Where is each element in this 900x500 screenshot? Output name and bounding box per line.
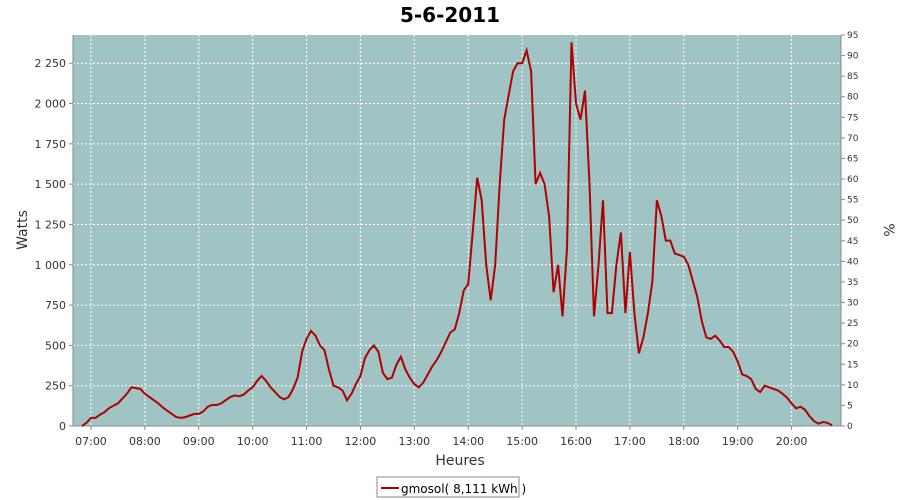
y2-tick-label: 55 [847,196,858,206]
y2-tick-label: 90 [847,52,859,62]
x-tick-label: 19:00 [722,435,754,448]
y-axis-label: Watts [15,210,31,250]
chart-title: 5-6-2011 [400,3,500,27]
y-tick-label: 750 [45,299,66,312]
legend-entry: gmosol( 8,111 kWh ) [401,482,526,496]
y2-tick-label: 95 [847,31,858,41]
x-tick-label: 12:00 [345,435,377,448]
y2-tick-label: 0 [847,422,853,432]
y-tick-label: 1 250 [35,218,67,231]
y2-tick-label: 20 [847,340,859,350]
y2-tick-label: 50 [847,216,859,226]
y2-tick-label: 15 [847,360,858,370]
y2-tick-label: 75 [847,113,858,123]
legend: gmosol( 8,111 kWh ) [376,476,526,498]
y-tick-label: 250 [45,380,66,393]
y-tick-label: 2 000 [35,98,67,111]
y2-tick-label: 70 [847,134,859,144]
x-tick-label: 13:00 [398,435,430,448]
plot-area [73,35,841,426]
y2-tick-label: 85 [847,72,858,82]
y2-tick-label: 80 [847,93,859,103]
y-tick-label: 0 [59,420,66,433]
y2-tick-label: 5 [847,401,853,411]
tick-labels: 07:00 08:00 09:00 10:00 11:00 12:00 13:00 14:00… [35,31,859,448]
y-tick-label: 500 [45,339,66,352]
x-tick-label: 11:00 [291,435,323,448]
x-tick-label: 16:00 [560,435,592,448]
x-tick-label: 20:00 [776,435,808,448]
y2-axis-label: % [880,223,896,236]
x-tick-label: 14:00 [452,435,484,448]
x-tick-label: 10:00 [237,435,269,448]
y2-tick-label: 65 [847,154,858,164]
x-tick-label: 18:00 [668,435,700,448]
y2-tick-label: 30 [847,299,859,309]
series-line-gmosol [81,42,833,427]
y2-tick-label: 35 [847,278,858,288]
y2-tick-label: 40 [847,257,859,267]
x-tick-label: 08:00 [129,435,161,448]
x-tick-label: 17:00 [614,435,646,448]
y-tick-label: 1 500 [35,178,67,191]
x-tick-label: 07:00 [75,435,107,448]
x-axis-label: Heures [435,453,484,469]
y-tick-label: 1 000 [35,259,67,272]
legend-box [376,476,520,498]
y2-tick-label: 10 [847,381,859,391]
y2-tick-label: 25 [847,319,858,329]
y2-tick-label: 60 [847,175,859,185]
y-tick-label: 1 750 [35,138,67,151]
x-tick-label: 09:00 [183,435,215,448]
x-tick-label: 15:00 [506,435,538,448]
y-tick-label: 2 250 [35,57,67,70]
axes [69,34,845,430]
y2-tick-label: 45 [847,237,858,247]
